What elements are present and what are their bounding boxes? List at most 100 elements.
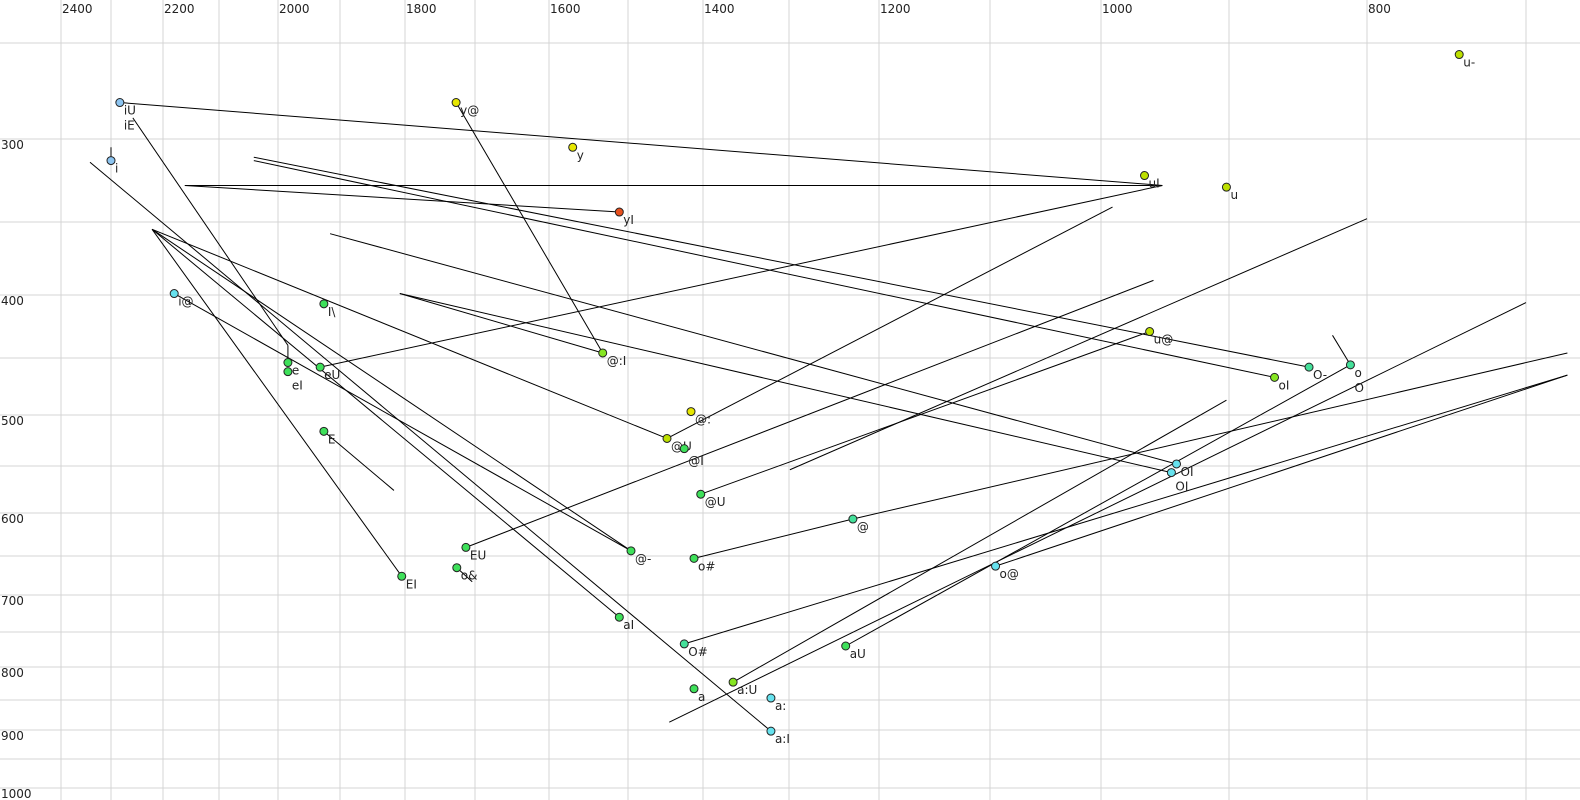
point-label: uI: [1149, 177, 1160, 191]
vowel-point: y: [568, 142, 584, 162]
trajectory-line: [399, 293, 603, 354]
trajectory-line: [666, 206, 1113, 439]
point-marker: [169, 289, 179, 299]
point-marker: [1172, 459, 1182, 469]
point-label: O#: [688, 645, 708, 659]
y-tick-label: 800: [1, 666, 24, 680]
point-marker: [283, 358, 293, 368]
point-label: EI: [406, 577, 417, 591]
point-marker: [766, 693, 776, 703]
x-tick-label: 1000: [1102, 2, 1133, 16]
point-label: i@: [178, 295, 193, 309]
vowel-point: u: [1221, 182, 1238, 202]
point-marker: [115, 98, 125, 108]
point-marker: [451, 98, 461, 108]
x-tick-label: 1600: [550, 2, 581, 16]
vowel-point: uI: [1140, 171, 1160, 191]
point-label: yI: [623, 213, 634, 227]
y-tick-label: 500: [1, 414, 24, 428]
vowel-point: a:U: [728, 677, 757, 697]
point-label: @: [857, 520, 869, 534]
vowel-point: o@: [991, 561, 1019, 581]
point-marker: [452, 563, 462, 573]
trajectory-line: [1332, 335, 1351, 366]
vowel-point: @:I: [598, 348, 627, 368]
point-marker: [614, 207, 624, 217]
y-tick-label: 1000: [1, 787, 32, 800]
vowel-point: eI: [283, 367, 303, 393]
data-points: iUiEiy@yyIuIuu-i@I\eeIeUE@:I@:@U@I@Uu@O-…: [106, 50, 1475, 746]
point-label: u@: [1154, 333, 1174, 347]
point-label: @:: [695, 413, 711, 427]
point-marker: [568, 142, 578, 152]
tick-labels: 2400 2200 2000 1800 1600 1400 1200 1000 800 300 40…: [1, 2, 1391, 800]
trajectory-line: [684, 374, 1568, 645]
point-label: @U: [705, 495, 726, 509]
point-marker: [689, 684, 699, 694]
trajectory-line: [253, 160, 1275, 378]
trajectories: [89, 102, 1568, 732]
vowel-point: oI: [1270, 372, 1290, 392]
vowel-point: I\: [319, 299, 336, 319]
y-tick-label: 900: [1, 729, 24, 743]
point-label: y: [577, 148, 584, 162]
point-marker: [689, 553, 699, 563]
point-label: @-: [635, 552, 651, 566]
trajectory-line: [151, 228, 668, 439]
point-label: a:I: [775, 732, 790, 746]
point-label: o#: [698, 559, 715, 573]
vowel-point: a: [689, 684, 705, 704]
point-marker: [626, 546, 636, 556]
trajectory-line: [151, 228, 632, 552]
point-marker: [106, 156, 116, 166]
vowel-point: @: [848, 514, 869, 534]
trajectory-line: [173, 293, 632, 552]
point-marker: [1345, 360, 1355, 370]
trajectory-line: [320, 184, 1163, 368]
x-tick-label: 1800: [406, 2, 437, 16]
point-label: a:: [775, 699, 786, 713]
point-marker: [1145, 327, 1155, 337]
point-marker: [1140, 171, 1150, 181]
vowel-point: O-: [1304, 362, 1327, 382]
point-marker: [696, 489, 706, 499]
x-tick-label: 1200: [880, 2, 911, 16]
point-marker: [315, 362, 325, 372]
point-marker: [283, 367, 293, 377]
point-label: a:U: [737, 683, 757, 697]
point-marker: [848, 514, 858, 524]
point-marker: [397, 571, 407, 581]
point-label: @:I: [607, 354, 627, 368]
point-label: i: [115, 162, 118, 176]
point-marker: [686, 407, 696, 417]
x-tick-label: 800: [1368, 2, 1391, 16]
trajectory-line: [89, 161, 772, 732]
y-tick-label: 400: [1, 294, 24, 308]
point-label: o&: [461, 569, 478, 583]
point-label: O: [1354, 381, 1363, 395]
x-tick-label: 1400: [704, 2, 735, 16]
point-marker: [1221, 182, 1231, 192]
point-label: @I: [688, 454, 704, 468]
trajectory-line: [693, 518, 854, 559]
trajectory-line: [455, 102, 604, 354]
point-label: OI: [1181, 465, 1194, 479]
trajectory-line: [151, 229, 403, 577]
trajectory-line: [789, 218, 1368, 471]
trajectory-line: [184, 184, 620, 213]
y-tick-label: 600: [1, 512, 24, 526]
vowel-point: u-: [1454, 50, 1475, 70]
y-tick-label: 700: [1, 594, 24, 608]
trajectory-line: [669, 302, 1527, 723]
point-marker: [1304, 362, 1314, 372]
vowel-point: i: [106, 156, 118, 176]
x-tick-label: 2000: [279, 2, 310, 16]
point-label: eI: [292, 379, 303, 393]
vowel-point: yI: [614, 207, 634, 227]
vowel-point: OI: [1172, 459, 1194, 479]
point-label: oI: [1279, 378, 1290, 392]
trajectory-line: [995, 374, 1568, 567]
point-marker: [461, 542, 471, 552]
